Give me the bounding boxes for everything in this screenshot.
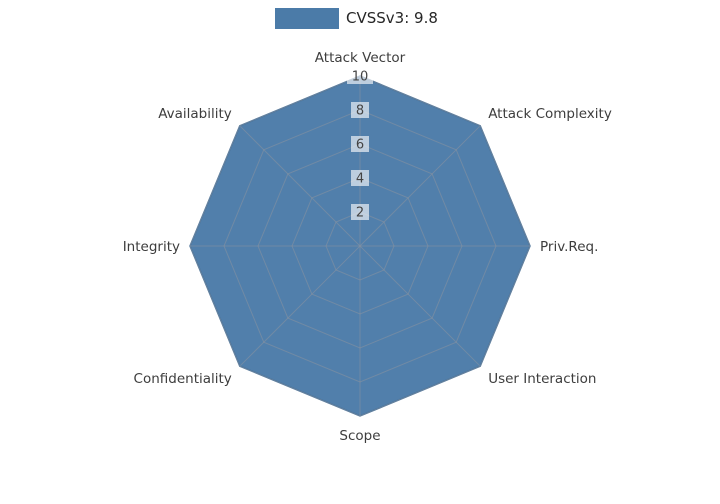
grid-spoke bbox=[239, 245, 361, 367]
tick-label-box bbox=[351, 170, 369, 186]
tick-label-box bbox=[351, 102, 369, 118]
tick-label: 4 bbox=[356, 172, 364, 187]
category-label: User Interaction bbox=[488, 371, 596, 387]
tick-label: 2 bbox=[356, 206, 364, 221]
category-label: Availability bbox=[158, 106, 232, 122]
grid-spoke bbox=[239, 125, 361, 247]
legend: CVSSv3: 9.8 bbox=[275, 8, 438, 29]
tick-label-box bbox=[351, 204, 369, 220]
category-label: Attack Complexity bbox=[488, 106, 612, 122]
legend-swatch bbox=[275, 8, 339, 29]
category-label: Integrity bbox=[123, 239, 180, 255]
tick-label-box bbox=[347, 68, 373, 84]
category-label: Confidentiality bbox=[134, 371, 232, 387]
tick-label: 6 bbox=[356, 138, 364, 153]
category-label: Priv.Req. bbox=[540, 239, 598, 255]
legend-label: CVSSv3: 9.8 bbox=[346, 9, 438, 27]
category-label: Attack Vector bbox=[315, 50, 406, 66]
grid-spoke bbox=[359, 125, 481, 247]
tick-label: 10 bbox=[352, 70, 369, 85]
category-label: Scope bbox=[339, 428, 380, 444]
grid-spoke bbox=[359, 245, 481, 367]
tick-label-box bbox=[351, 136, 369, 152]
tick-label: 8 bbox=[356, 104, 364, 119]
